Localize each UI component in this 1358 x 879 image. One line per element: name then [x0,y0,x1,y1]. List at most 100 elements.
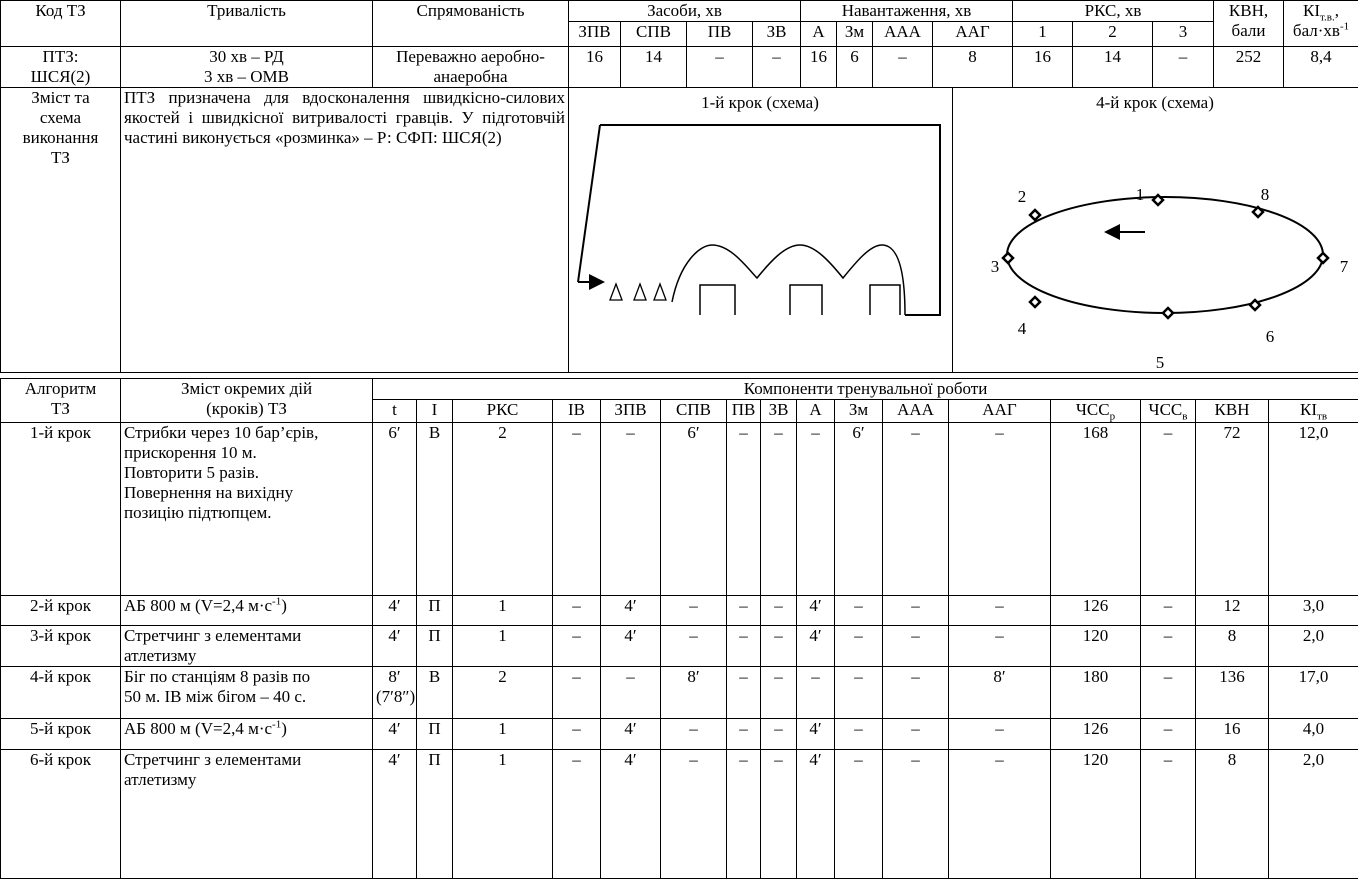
value: 8′ (7′8″) [372,666,417,719]
value: – [834,749,883,879]
header: Навантаження, хв [800,0,1014,22]
value: 1 [452,595,553,626]
value: 3,0 [1267,595,1358,626]
line: Біг по станціям 8 разів по [124,667,311,687]
row: 5-й крок АБ 800 м (V=2,4 м·с-1) 4′ П 1–4′ – – –… [0,718,1358,750]
value: – [948,625,1051,667]
value: 8 [1195,749,1269,879]
column-header: ЧССр [1050,399,1141,423]
step-content: АБ 800 м (V=2,4 м·с-1) [120,718,373,750]
column-header: ЧССв [1140,399,1196,423]
value: П [416,749,453,879]
line: Переважно аеробно- [396,47,545,67]
line: 3 хв – ОМВ [203,67,289,86]
sub: р [1109,410,1116,423]
sup: -1 [272,595,282,608]
value: – [760,422,797,596]
value: – [552,422,601,596]
value: 4′ [796,625,835,667]
value: 6′ [834,422,883,596]
line: АБ 800 м (V=2,4 м·с-1) [124,595,369,617]
value: 17,0 [1267,666,1358,719]
header: Зміст окремих дій (кроків) ТЗ [120,378,373,423]
value: 12,0 [1267,422,1358,596]
sup: -1 [1339,20,1350,33]
content-label: Зміст та схема виконання ТЗ [0,87,121,373]
header: РКС, хв [1012,0,1215,22]
value: – [600,666,661,719]
sub: т.в. [1320,11,1335,24]
value: – [552,749,601,879]
main: ЧСС [1148,400,1183,420]
value: 4′ [600,595,661,626]
value: 2,0 [1267,625,1358,667]
value: – [726,625,761,667]
value: – [726,666,761,719]
subheader: ПВ [686,21,753,47]
value: – [726,422,761,596]
column-header: I [416,399,453,423]
value: – [552,718,601,750]
line: Стретчинг з елементами [124,750,302,770]
value: 6′ [660,422,727,596]
duration: 30 хв – РД 3 хв – ОМВ [120,46,373,88]
value: – [834,718,883,750]
value: 16 [800,46,838,88]
content-text: ПТЗ призначена для вдосконалення швидкіс… [120,87,569,373]
value: 252 [1213,46,1285,88]
value: 4′ [600,718,661,750]
header: Компоненти тренувальної роботи [371,378,1358,400]
value: – [760,625,797,667]
step-content: Біг по станціям 8 разів по 50 м. ІВ між б… [120,666,373,719]
scheme-1-cell [567,87,954,373]
value: 4′ [372,595,417,626]
value: П [416,718,453,750]
header: Засоби, хв [567,0,802,22]
value: – [552,625,601,667]
step-content: Стретчинг з елементами атлетизму [120,749,373,879]
column-header: СПВ [660,399,727,423]
line: Зміст окремих дій [180,379,313,399]
step-content: Стрибки через 10 бар’єрів, прискорення 10… [120,422,373,596]
value: 1 [452,625,553,667]
line: КІт.в., [1287,1,1355,24]
value: – [948,749,1051,879]
comma: , [1334,1,1339,21]
value: – [948,595,1051,626]
row: 3-й крок Стретчинг з елементами атлетизму 4… [0,625,1358,667]
line: 50 м. ІВ між бігом – 40 с. [124,687,307,706]
value: – [1140,595,1196,626]
value: 14 [620,46,687,88]
value: – [882,749,949,879]
main: КІ [1303,1,1321,21]
value: – [760,718,797,750]
value: 126 [1050,595,1141,626]
value: 2,0 [1267,749,1358,879]
header: Алгоритм ТЗ [0,378,121,423]
value: 6′ [372,422,417,596]
row: 4-й крок Біг по станціям 8 разів по 50 м. … [0,666,1358,719]
value: 12 [1195,595,1269,626]
value: – [834,595,883,626]
value: – [882,422,949,596]
value: – [726,749,761,879]
value: – [660,718,727,750]
column-header: ІВ [552,399,601,423]
line: Зміст та [31,88,90,108]
line: ТЗ [51,399,70,418]
line: ШСЯ(2) [30,67,91,86]
value: 4′ [600,625,661,667]
line: 30 хв – РД [209,47,284,67]
sub: тв [1317,410,1328,423]
line: 8′ [388,667,401,687]
value: 1 [452,749,553,879]
line: атлетизму [124,646,197,665]
value: В [416,422,453,596]
row: Код ТЗ Тривалість Спрямованість Засоби, хв Н… [0,0,1358,47]
value: – [882,666,949,719]
value: – [751,46,802,88]
line: АБ 800 м (V=2,4 м·с-1) [124,720,369,740]
step-content: Стретчинг з елементами атлетизму [120,625,373,667]
value: 168 [1050,422,1141,596]
value: – [552,595,601,626]
